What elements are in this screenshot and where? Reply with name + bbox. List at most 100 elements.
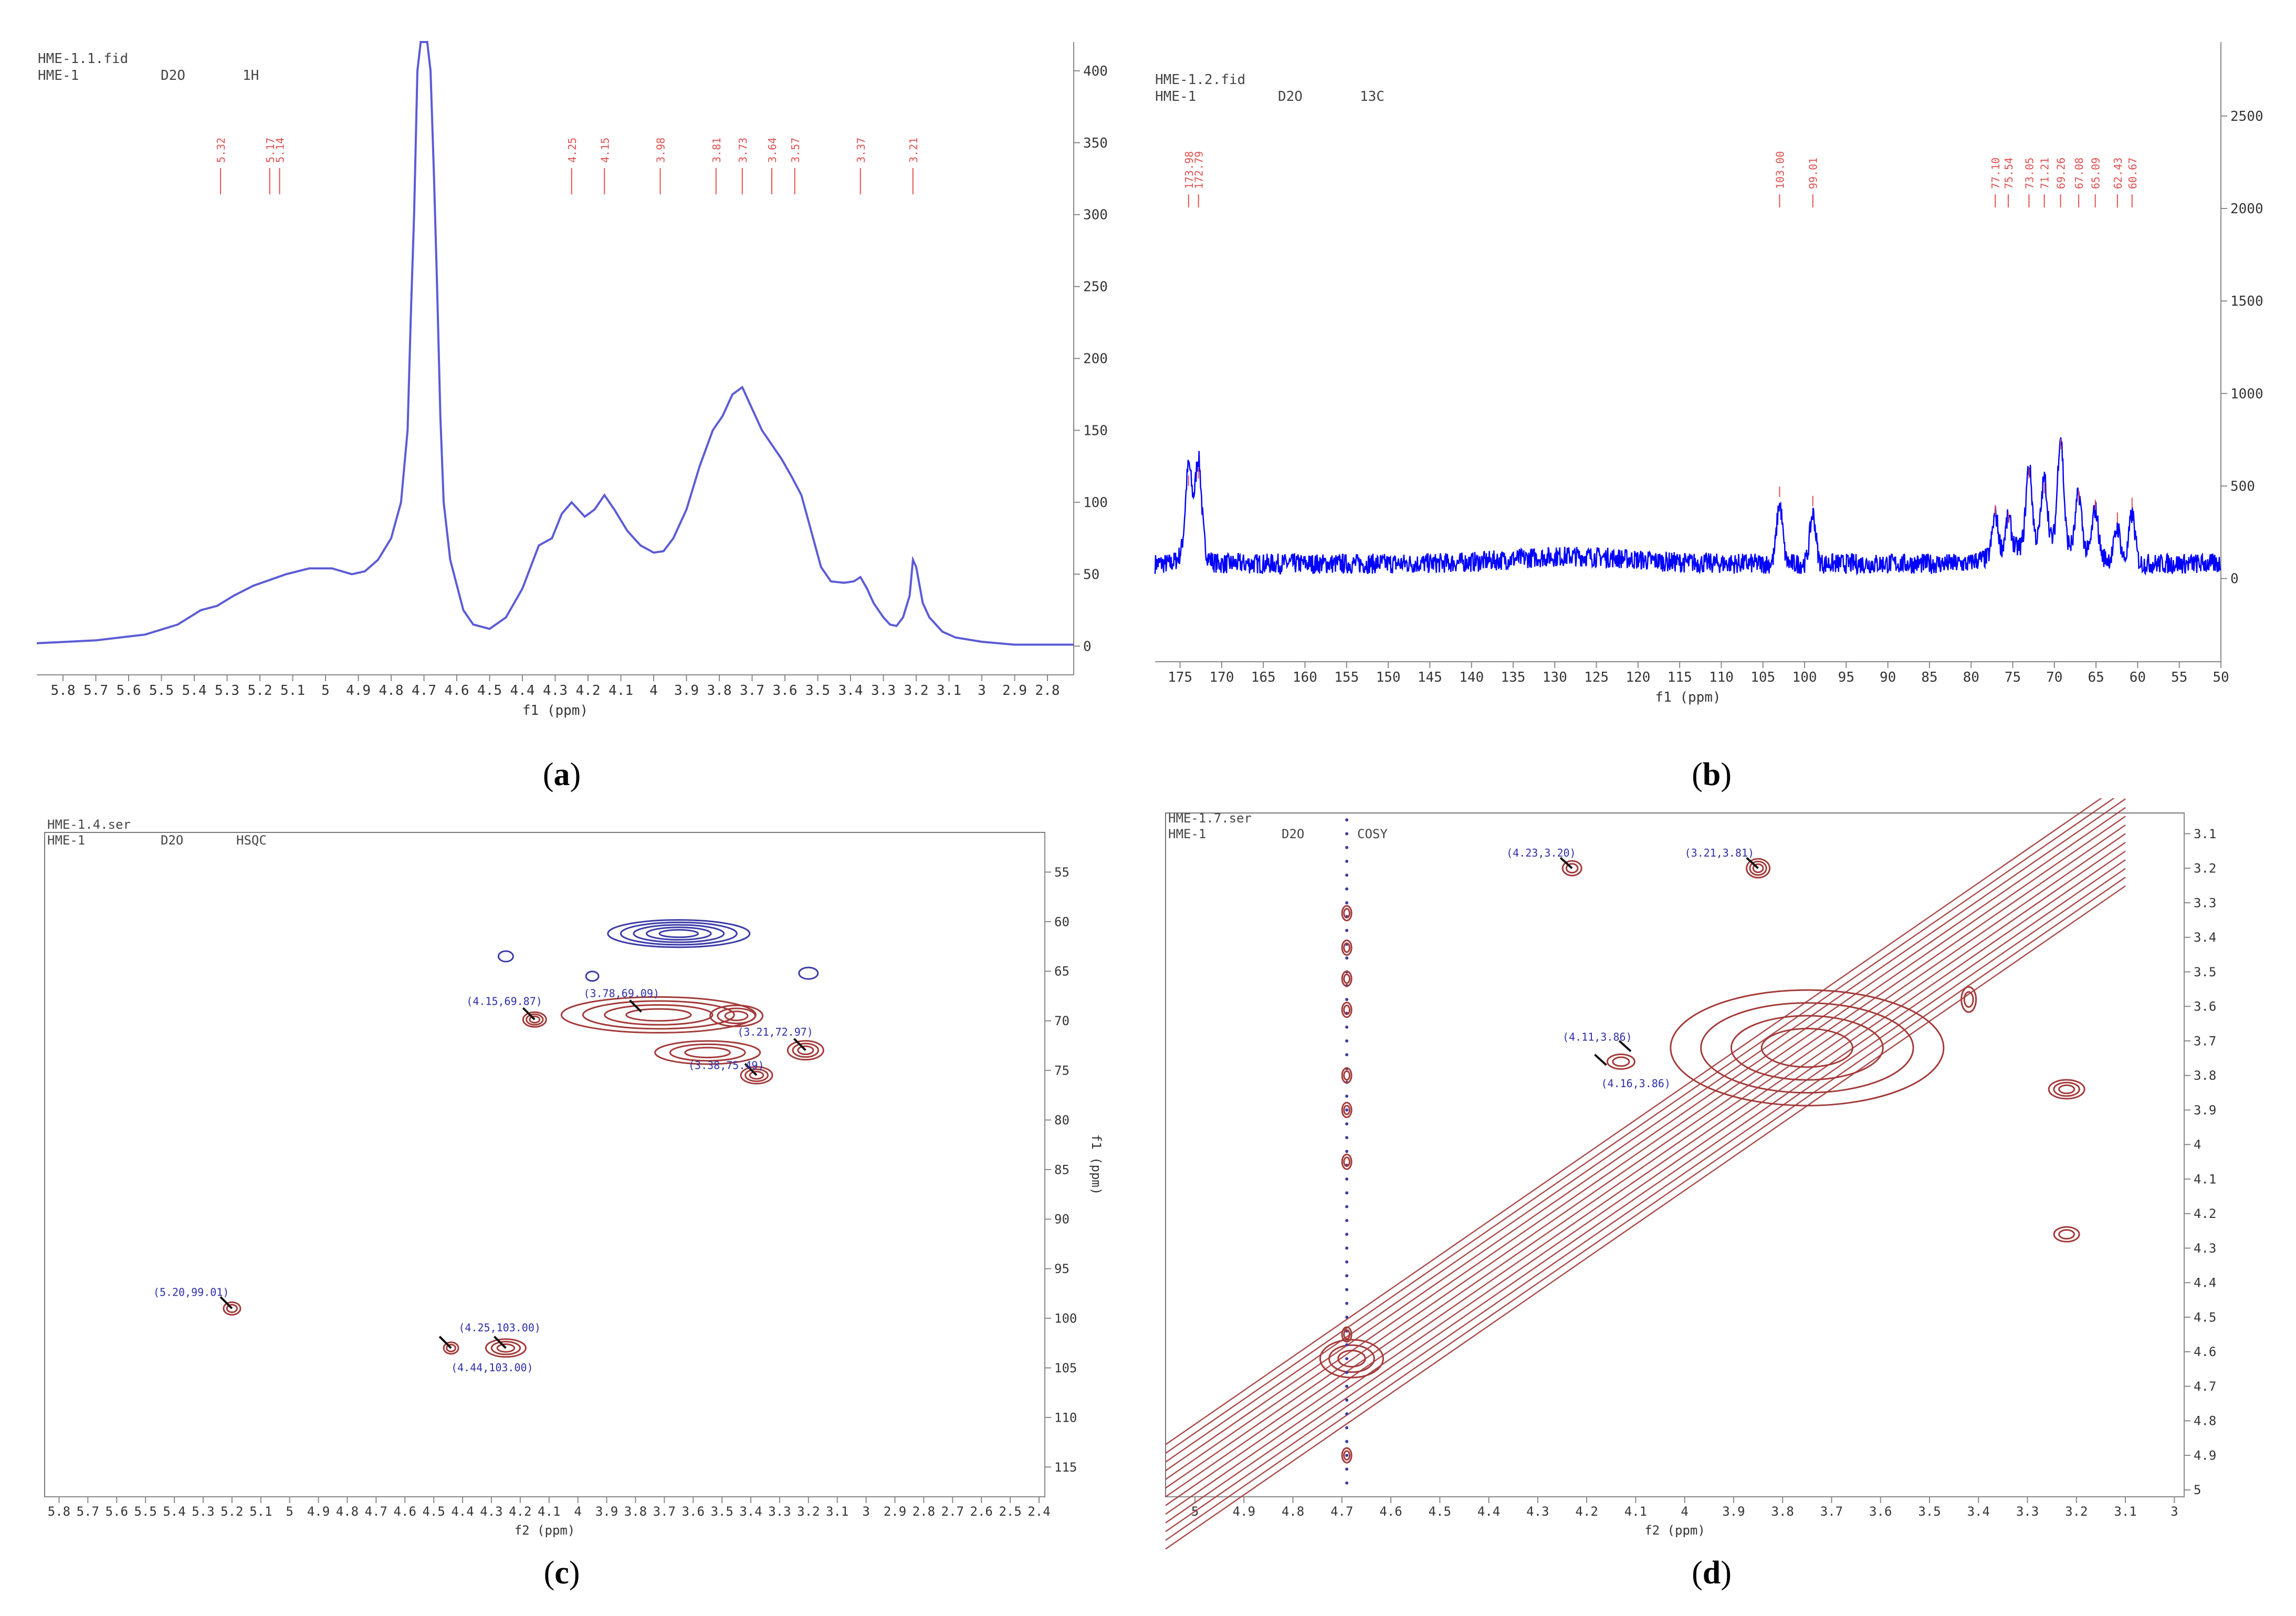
peak-label: 173.98	[1183, 151, 1196, 189]
cosy-contour-positive	[1337, 1350, 1366, 1368]
annotation-pointer	[793, 1038, 806, 1051]
hsqc-contour-positive	[724, 1010, 749, 1021]
hsqc-contour-positive	[749, 1071, 764, 1080]
x-tick-label: 3.3	[871, 683, 896, 698]
cosy-artifact-dot	[1345, 832, 1349, 836]
hsqc-contour-negative	[633, 924, 725, 943]
annotation-pointer	[1594, 1054, 1607, 1066]
y-tick-label: 3.5	[2194, 965, 2216, 979]
hsqc-contour-positive	[446, 1343, 456, 1352]
x-tick-label: 4.3	[543, 683, 568, 698]
header-file: HME-1.4.ser	[47, 817, 131, 832]
hsqc-contour-negative	[585, 971, 600, 982]
y-tick-label: 4.9	[2194, 1448, 2216, 1463]
header-experiment: COSY	[1357, 827, 1388, 841]
cosy-artifact-dot	[1345, 1108, 1349, 1112]
x-tick-label: 2.9	[884, 1504, 906, 1519]
x-tick-label: 4.8	[336, 1504, 359, 1519]
x-tick-label: 4	[649, 683, 658, 698]
peak-label: 3.37	[855, 138, 867, 163]
hsqc-contour-positive	[654, 1040, 761, 1065]
header-solvent: D2O	[161, 833, 183, 848]
x-tick-label: 3.8	[707, 683, 732, 698]
caption-d: (d)	[1692, 1555, 1732, 1591]
x-tick-label: 4.7	[365, 1504, 387, 1519]
y-tick-label: 2000	[2230, 201, 2263, 217]
x-tick-label: 5.5	[134, 1504, 156, 1519]
annotation-pointer	[219, 1296, 233, 1309]
header-sample: HME-1	[38, 68, 79, 84]
annotation-pointer	[493, 1336, 507, 1349]
header-sample: HME-1	[1155, 89, 1196, 105]
x-tick-label: 3	[978, 683, 986, 698]
annotation-pointer	[438, 1336, 452, 1349]
hsqc-contour-positive	[604, 1004, 714, 1026]
header-experiment: 1H	[243, 68, 259, 84]
x-tick-label: 4.4	[451, 1504, 474, 1519]
peak-label: 3.64	[766, 138, 779, 163]
x-tick-label: 4.9	[307, 1504, 330, 1519]
y-tick-label: 3.2	[2194, 861, 2216, 876]
x-tick-label: 3.1	[937, 683, 961, 698]
cosy-artifact-dot	[1345, 1343, 1349, 1347]
hsqc-contour-positive	[223, 1301, 242, 1316]
y-tick-label: 3.4	[2194, 930, 2216, 945]
header-experiment: HSQC	[236, 833, 267, 848]
caption-c: (c)	[543, 1555, 580, 1591]
hsqc-contour-positive	[797, 1045, 814, 1056]
y-tick-label: 3.6	[2194, 999, 2216, 1014]
x-tick-label: 5.1	[249, 1504, 272, 1519]
y-tick-label: 4.3	[2194, 1241, 2216, 1256]
y-tick-label: 150	[1083, 423, 1108, 439]
y-tick-label: 4.5	[2194, 1310, 2216, 1325]
y-tick-label: 4.7	[2194, 1379, 2216, 1394]
x-tick-label: 50	[2213, 670, 2229, 685]
x-tick-label: 5	[321, 683, 330, 698]
hsqc-cross-peak-label: (3.38,75.49)	[688, 1059, 764, 1071]
hsqc-cross-peak-label: (4.44,103.00)	[451, 1361, 533, 1374]
header-file: HME-1.2.fid	[1155, 72, 1245, 88]
hsqc-contour-positive	[496, 1343, 516, 1353]
hsqc-contour-positive	[526, 1013, 544, 1026]
x-tick-label: 4.6	[1379, 1504, 1402, 1519]
x-tick-label: 4.1	[1624, 1504, 1647, 1519]
cosy-artifact-dot	[1345, 1039, 1349, 1042]
annotation-pointer	[1559, 857, 1573, 869]
cosy-artifact-dot	[1345, 1205, 1349, 1208]
caption-b: (b)	[1692, 757, 1732, 793]
x-axis-label: f2 (ppm)	[515, 1523, 575, 1538]
cosy-artifact-dot	[1345, 1412, 1349, 1416]
y-tick-label: 75	[1054, 1064, 1070, 1078]
cosy-diagonal-contour	[1165, 877, 2126, 1541]
cosy-artifact-dot	[1345, 1246, 1349, 1250]
cosy-artifact-dot	[1345, 1426, 1349, 1430]
y-tick-label: 400	[1083, 64, 1108, 79]
peak-label: 69.26	[2055, 158, 2068, 189]
x-tick-label: 130	[1543, 670, 1567, 685]
cosy-artifact-dot	[1345, 1122, 1349, 1125]
caption-a: (a)	[542, 757, 581, 793]
x-tick-label: 2.7	[941, 1504, 964, 1519]
y-tick-label: 1000	[2230, 386, 2263, 402]
cosy-artifact-dot	[1345, 1467, 1349, 1471]
x-tick-label: 2.6	[970, 1504, 993, 1519]
header-solvent: D2O	[1282, 827, 1304, 841]
peak-label: 60.67	[2126, 158, 2139, 189]
cosy-contour-positive	[1700, 1002, 1914, 1094]
cosy-artifact-contour	[1341, 1102, 1353, 1119]
x-tick-label: 85	[1921, 670, 1937, 685]
y-tick-label: 3.9	[2194, 1103, 2216, 1118]
y-tick-label: 4.8	[2194, 1414, 2216, 1429]
x-tick-label: 90	[1880, 670, 1896, 685]
x-tick-label: 165	[1251, 670, 1276, 685]
peak-label: 67.08	[2073, 158, 2085, 189]
x-tick-label: 4.5	[1429, 1504, 1451, 1519]
cosy-cross-peak-label: (4.23,3.20)	[1506, 847, 1576, 859]
cosy-artifact-dot	[1345, 1177, 1349, 1181]
cosy-artifact-contour	[1343, 1329, 1350, 1340]
x-tick-label: 100	[1792, 670, 1817, 685]
x-tick-label: 175	[1168, 670, 1192, 685]
y-tick-label: 95	[1054, 1261, 1070, 1276]
x-tick-label: 110	[1709, 670, 1734, 685]
